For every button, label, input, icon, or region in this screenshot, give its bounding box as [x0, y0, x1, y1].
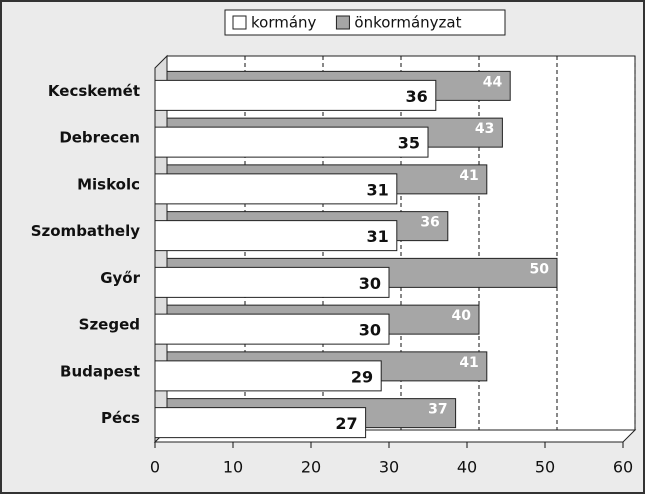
- x-tick-label: 40: [457, 458, 477, 477]
- y-tick-label: Szombathely: [31, 222, 140, 240]
- value-label: 43: [475, 121, 494, 137]
- x-tick-label: 60: [613, 458, 633, 477]
- value-label: 27: [335, 414, 357, 433]
- bar: [154, 79, 437, 111]
- legend-swatch: [335, 15, 350, 30]
- bar: [154, 266, 390, 298]
- legend-box: [224, 9, 506, 36]
- value-label: 30: [359, 321, 381, 340]
- value-label: 41: [459, 355, 478, 371]
- value-label: 30: [359, 274, 381, 293]
- legend-label: önkormányzat: [354, 14, 461, 32]
- y-tick-label: Kecskemét: [48, 82, 140, 100]
- bar: [154, 126, 429, 158]
- value-label: 50: [530, 261, 550, 277]
- bar: [154, 360, 382, 392]
- value-label: 40: [452, 308, 472, 324]
- y-tick-label: Miskolc: [77, 175, 140, 193]
- value-label: 41: [459, 168, 478, 184]
- x-tick-label: 0: [150, 458, 160, 477]
- bar: [154, 173, 398, 205]
- bar: [154, 407, 367, 439]
- bar: [154, 313, 390, 345]
- x-tick-label: 50: [535, 458, 555, 477]
- bar: [154, 220, 398, 252]
- x-tick-label: 10: [223, 458, 243, 477]
- value-label: 31: [367, 227, 389, 246]
- y-tick-label: Szeged: [79, 316, 140, 334]
- y-tick-label: Győr: [100, 269, 140, 287]
- y-tick-label: Budapest: [60, 362, 140, 380]
- y-tick-label: Debrecen: [59, 129, 140, 147]
- value-label: 31: [367, 180, 389, 199]
- value-label: 37: [428, 402, 447, 418]
- value-label: 35: [398, 134, 420, 153]
- value-label: 29: [351, 367, 373, 386]
- value-label: 36: [406, 87, 428, 106]
- y-tick-label: Pécs: [101, 409, 140, 427]
- x-tick-label: 30: [379, 458, 399, 477]
- x-tick-label: 20: [301, 458, 321, 477]
- legend-label: kormány: [251, 14, 317, 32]
- legend-swatch: [232, 15, 247, 30]
- value-label: 36: [420, 215, 439, 231]
- value-label: 44: [483, 74, 503, 90]
